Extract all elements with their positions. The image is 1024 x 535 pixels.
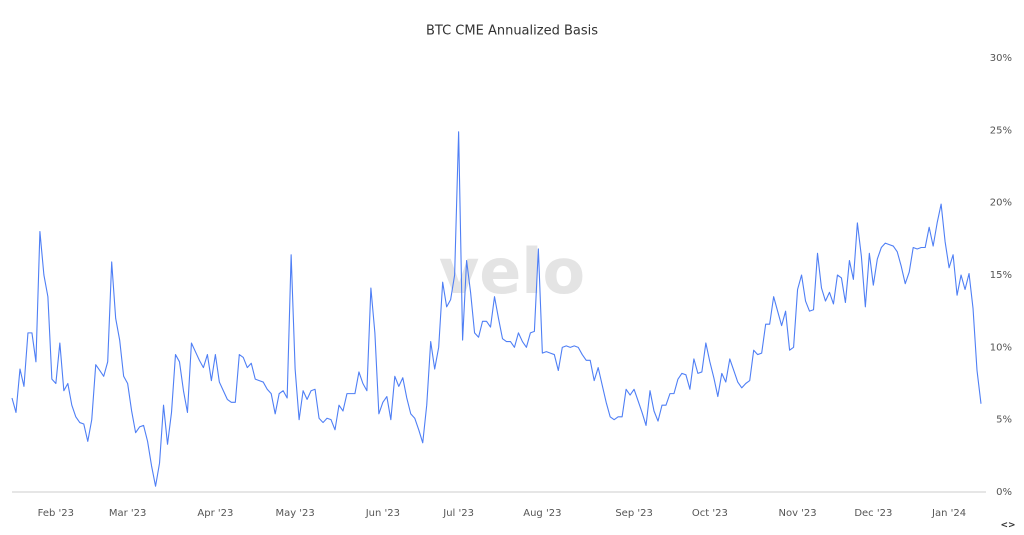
x-tick-label: Jan '24: [931, 508, 966, 519]
x-tick-label: Aug '23: [523, 508, 561, 519]
x-tick-label: Nov '23: [778, 508, 816, 519]
x-tick-label: May '23: [275, 508, 314, 519]
x-tick-label: Mar '23: [109, 508, 147, 519]
x-tick-label: Dec '23: [854, 508, 892, 519]
x-tick-label: Jul '23: [442, 508, 474, 519]
y-tick-label: 30%: [990, 53, 1012, 64]
y-tick-label: 10%: [990, 342, 1012, 353]
y-tick-label: 0%: [996, 487, 1012, 498]
watermark: velo: [439, 235, 585, 308]
x-tick-label: Feb '23: [38, 508, 74, 519]
nav-control[interactable]: <>: [1000, 521, 1015, 531]
x-tick-label: Apr '23: [197, 508, 233, 519]
y-tick-label: 5%: [996, 415, 1012, 426]
y-tick-label: 15%: [990, 270, 1012, 281]
y-tick-label: 25%: [990, 125, 1012, 136]
x-tick-label: Oct '23: [692, 508, 728, 519]
x-tick-label: Sep '23: [615, 508, 653, 519]
y-tick-label: 20%: [990, 198, 1012, 209]
chart-title: BTC CME Annualized Basis: [426, 24, 598, 39]
line-series: [11, 131, 982, 487]
x-tick-label: Jun '23: [365, 508, 400, 519]
